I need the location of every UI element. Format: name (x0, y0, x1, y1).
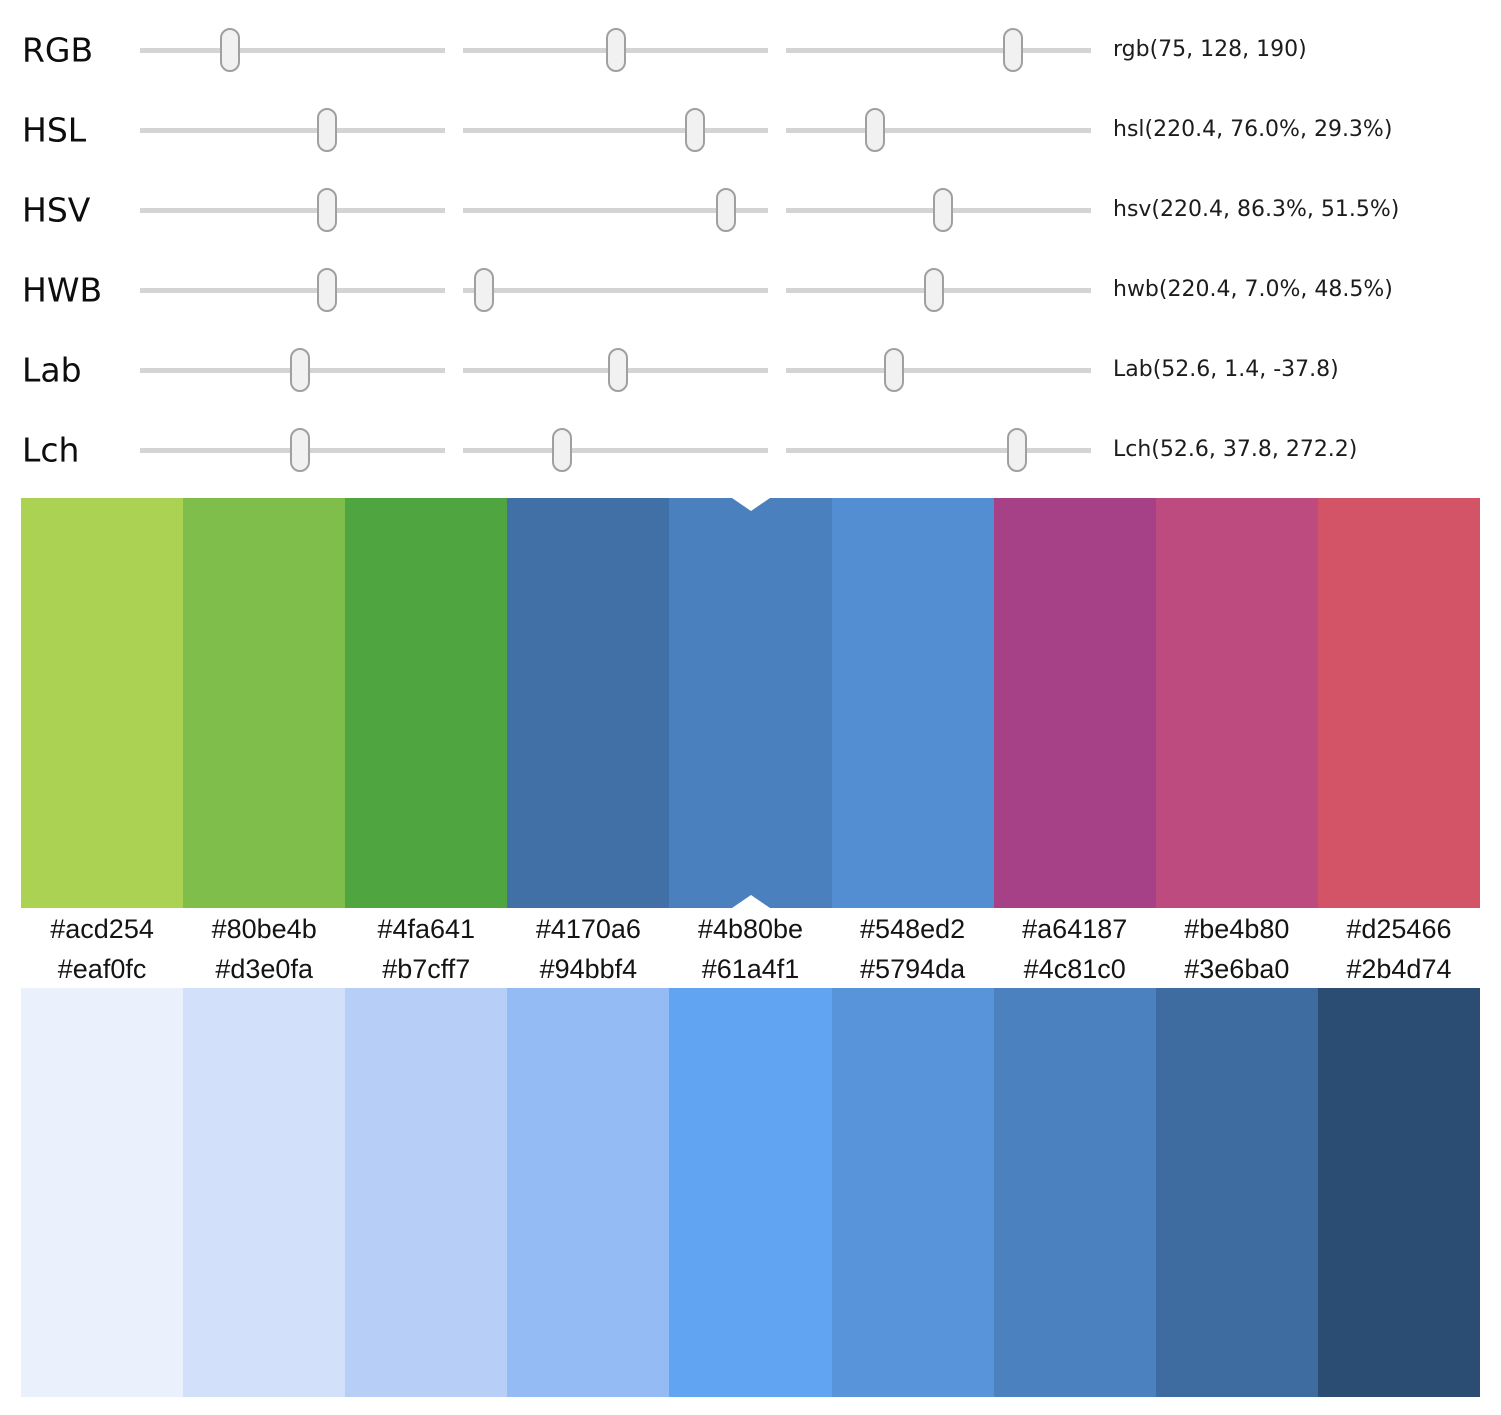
hex-label: #b7cff7 (382, 953, 471, 984)
rgb-r-slider-thumb[interactable] (219, 28, 240, 72)
hue-palette (21, 498, 1480, 908)
hex-label: #80be4b (211, 913, 317, 944)
hex-label: #548ed2 (860, 913, 966, 944)
hex-label: #2b4d74 (1346, 953, 1452, 984)
lightness-palette (21, 988, 1480, 1397)
rgb-b-slider-track[interactable] (786, 28, 1091, 72)
slider-row-hsl: HSL hsl(220.4, 76.0%, 29.3%) (0, 90, 1501, 170)
hwb-h-slider-track[interactable] (140, 268, 445, 312)
hex-label: #d3e0fa (215, 953, 313, 984)
colorspace-label-hsl: HSL (22, 110, 87, 150)
lab-b-slider-track[interactable] (786, 348, 1091, 392)
lab-a-slider-track[interactable] (463, 348, 768, 392)
colorspace-label-hsv: HSV (22, 190, 91, 230)
lightness-swatch-3[interactable] (345, 988, 508, 1397)
rgb-g-slider-thumb[interactable] (606, 28, 627, 72)
hsl-s-slider-thumb[interactable] (684, 108, 705, 152)
lab-l-slider-track[interactable] (140, 348, 445, 392)
hwb-w-slider-thumb[interactable] (474, 268, 495, 312)
lch-l-slider-thumb[interactable] (290, 428, 311, 472)
lch-c-slider-track[interactable] (463, 428, 768, 472)
hsl-h-slider-thumb[interactable] (316, 108, 337, 152)
lightness-swatch-5[interactable] (669, 988, 832, 1397)
selected-swatch-marker-top-icon (731, 498, 770, 511)
lightness-swatch-4[interactable] (507, 988, 670, 1397)
lightness-swatch-8[interactable] (1155, 988, 1318, 1397)
lch-c-slider-thumb[interactable] (552, 428, 573, 472)
hex-label: #4b80be (697, 913, 804, 944)
slider-row-hsv: HSV hsv(220.4, 86.3%, 51.5%) (0, 170, 1501, 250)
lch-h-slider-track[interactable] (786, 428, 1091, 472)
lab-value-readout: Lab(52.6, 1.4, -37.8) (1113, 356, 1339, 382)
hsl-l-slider-track[interactable] (786, 108, 1091, 152)
colorspace-label-lab: Lab (22, 350, 82, 390)
lightness-swatch-2[interactable] (183, 988, 346, 1397)
lab-b-slider-thumb[interactable] (883, 348, 904, 392)
hsv-v-slider-track[interactable] (786, 188, 1091, 232)
lab-a-slider-thumb[interactable] (607, 348, 628, 392)
hex-label: #eaf0fc (57, 953, 147, 984)
hue-swatch-2[interactable] (183, 498, 346, 908)
hsl-l-slider-thumb[interactable] (865, 108, 886, 152)
rgb-r-slider-track[interactable] (140, 28, 445, 72)
rgb-value-readout: rgb(75, 128, 190) (1113, 36, 1307, 62)
hex-label: #3e6ba0 (1184, 953, 1290, 984)
lightness-hex-labels: #eaf0fc #d3e0fa #b7cff7 #94bbf4 #61a4f1 … (21, 950, 1480, 988)
rgb-b-slider-thumb[interactable] (1003, 28, 1024, 72)
hex-label: #61a4f1 (701, 953, 800, 984)
hwb-b-slider-thumb[interactable] (923, 268, 944, 312)
hex-label: #acd254 (50, 913, 154, 944)
hsl-s-slider-track[interactable] (463, 108, 768, 152)
hex-label: #4c81c0 (1023, 953, 1126, 984)
hue-swatch-7[interactable] (993, 498, 1156, 908)
lightness-swatch-7[interactable] (993, 988, 1156, 1397)
lightness-swatch-9[interactable] (1317, 988, 1480, 1397)
hsv-s-slider-thumb[interactable] (716, 188, 737, 232)
hwb-w-slider-track[interactable] (463, 268, 768, 312)
slider-panel: RGB rgb(75, 128, 190) HSL hsl(220.4, 76.… (0, 0, 1501, 498)
hex-label: #94bbf4 (539, 953, 638, 984)
colorspace-label-lch: Lch (22, 430, 80, 470)
hue-swatch-8[interactable] (1155, 498, 1318, 908)
hue-swatch-1[interactable] (21, 498, 184, 908)
slider-row-rgb: RGB rgb(75, 128, 190) (0, 10, 1501, 90)
hsv-h-slider-thumb[interactable] (316, 188, 337, 232)
hue-hex-labels: #acd254 #80be4b #4fa641 #4170a6 #4b80be … (21, 908, 1480, 950)
lightness-swatch-1[interactable] (21, 988, 184, 1397)
selected-swatch-marker-bottom-icon (731, 895, 770, 908)
hex-label: #a64187 (1022, 913, 1128, 944)
hue-swatch-9[interactable] (1317, 498, 1480, 908)
slider-row-lab: Lab Lab(52.6, 1.4, -37.8) (0, 330, 1501, 410)
hwb-h-slider-thumb[interactable] (316, 268, 337, 312)
colorspace-label-hwb: HWB (22, 270, 103, 310)
lightness-swatch-6[interactable] (831, 988, 994, 1397)
hex-label: #4170a6 (535, 913, 641, 944)
hsv-h-slider-track[interactable] (140, 188, 445, 232)
slider-row-lch: Lch Lch(52.6, 37.8, 272.2) (0, 410, 1501, 490)
hsv-s-slider-track[interactable] (463, 188, 768, 232)
hex-label: #5794da (860, 953, 966, 984)
hex-label: #d25466 (1346, 913, 1452, 944)
slider-row-hwb: HWB hwb(220.4, 7.0%, 48.5%) (0, 250, 1501, 330)
hue-swatch-4[interactable] (507, 498, 670, 908)
rgb-g-slider-track[interactable] (463, 28, 768, 72)
hex-label: #4fa641 (377, 913, 476, 944)
hsv-value-readout: hsv(220.4, 86.3%, 51.5%) (1113, 196, 1400, 222)
lab-l-slider-thumb[interactable] (290, 348, 311, 392)
hue-swatch-5-selected[interactable] (669, 498, 832, 908)
hsl-h-slider-track[interactable] (140, 108, 445, 152)
lch-l-slider-track[interactable] (140, 428, 445, 472)
hsv-v-slider-thumb[interactable] (933, 188, 954, 232)
lch-h-slider-thumb[interactable] (1006, 428, 1027, 472)
hex-label: #be4b80 (1184, 913, 1290, 944)
hwb-value-readout: hwb(220.4, 7.0%, 48.5%) (1113, 276, 1393, 302)
hue-swatch-3[interactable] (345, 498, 508, 908)
lch-value-readout: Lch(52.6, 37.8, 272.2) (1113, 436, 1358, 462)
hue-swatch-6[interactable] (831, 498, 994, 908)
hwb-b-slider-track[interactable] (786, 268, 1091, 312)
colorspace-label-rgb: RGB (22, 30, 94, 70)
hsl-value-readout: hsl(220.4, 76.0%, 29.3%) (1113, 116, 1393, 142)
